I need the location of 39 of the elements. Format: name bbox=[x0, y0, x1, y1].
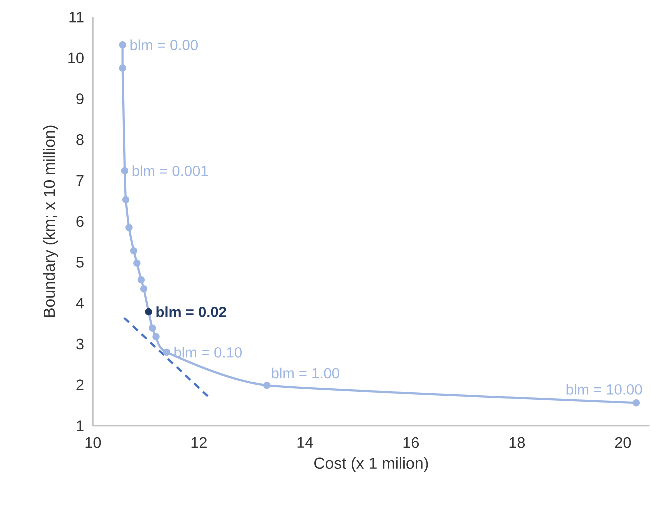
point bbox=[122, 196, 130, 204]
y-tick-label: 8 bbox=[76, 134, 84, 146]
x-tick-label: 20 bbox=[615, 437, 632, 448]
annotation: blm = 1.00 bbox=[272, 368, 340, 379]
point bbox=[138, 276, 146, 284]
point bbox=[126, 224, 133, 232]
y-axis-title: Boundary (km; x 10 million) bbox=[43, 126, 58, 318]
point bbox=[632, 400, 640, 407]
point bbox=[119, 42, 126, 49]
point bbox=[119, 64, 126, 72]
y-tick-label: 4 bbox=[76, 298, 84, 309]
annotation: blm = 10.00 bbox=[566, 384, 642, 395]
x-tick-label: 10 bbox=[86, 437, 102, 448]
point bbox=[152, 333, 160, 341]
point bbox=[263, 382, 271, 390]
x-axis-title: Cost (x 1 milion) bbox=[314, 457, 428, 472]
annotation: blm = 0.001 bbox=[132, 166, 208, 176]
point bbox=[145, 308, 152, 316]
y-tick-label: 1 bbox=[77, 420, 84, 432]
y-tick-label: 7 bbox=[76, 176, 84, 186]
y-tick-label: 5 bbox=[76, 257, 84, 268]
point bbox=[163, 348, 170, 356]
x-tick-label: 12 bbox=[192, 437, 207, 448]
point bbox=[148, 324, 156, 332]
annotation: blm = 0.02 bbox=[156, 306, 226, 318]
point bbox=[140, 286, 148, 293]
point bbox=[121, 167, 129, 175]
y-tick-label: 6 bbox=[76, 216, 84, 228]
x-tick-label: 18 bbox=[510, 437, 526, 448]
y-tick-label: 9 bbox=[76, 94, 84, 105]
y-tick-label: 11 bbox=[70, 12, 84, 23]
point bbox=[134, 260, 141, 267]
point bbox=[130, 248, 138, 255]
y-tick-label: 2 bbox=[76, 380, 84, 391]
x-tick-label: 14 bbox=[298, 437, 314, 448]
annotation: blm = 0.00 bbox=[130, 40, 198, 51]
y-tick-label: 3 bbox=[76, 338, 84, 350]
y-tick-label: 10 bbox=[68, 52, 84, 64]
x-tick-label: 16 bbox=[404, 437, 420, 448]
